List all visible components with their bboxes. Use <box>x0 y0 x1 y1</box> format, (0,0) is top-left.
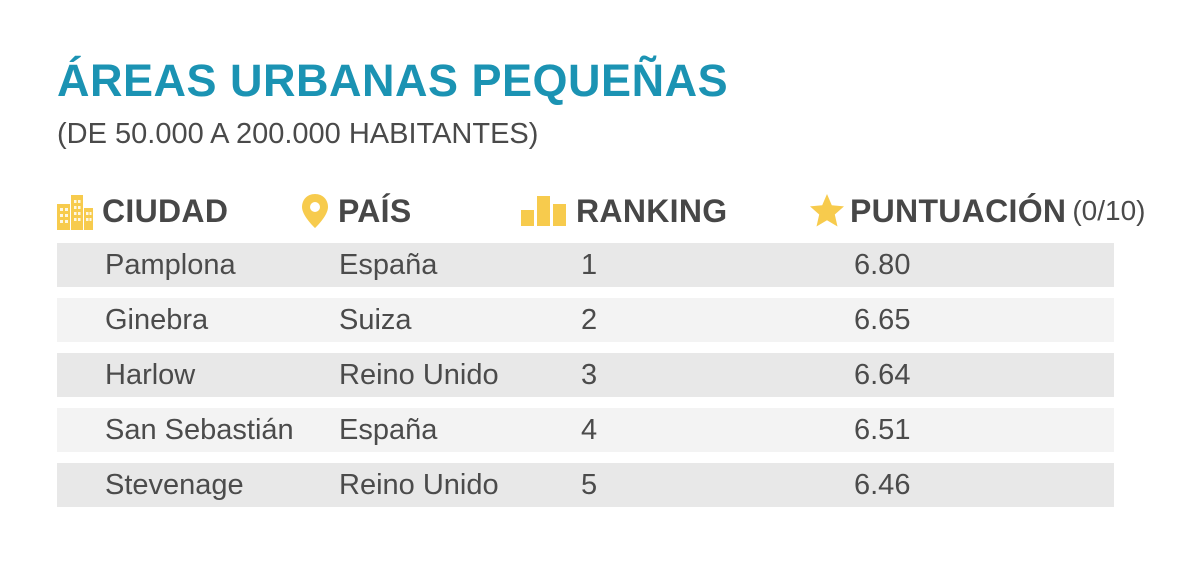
table-cell-rank: 2 <box>581 304 598 336</box>
column-header-score-note: (0/10) <box>1072 195 1146 226</box>
table-cell-rank: 5 <box>581 469 598 501</box>
table-cell-city: Stevenage <box>105 469 244 501</box>
table-cell-score: 6.64 <box>854 359 911 391</box>
table-cell-score: 6.65 <box>854 304 911 336</box>
table-cell-country: España <box>339 414 438 446</box>
column-header-country: PAÍS <box>300 188 412 234</box>
table-cell-city: Pamplona <box>105 249 236 281</box>
column-header-city: CIUDAD <box>56 188 228 234</box>
column-header-score-label: PUNTUACIÓN <box>850 192 1067 229</box>
column-header-country-label: PAÍS <box>338 192 412 229</box>
star-icon <box>808 192 846 230</box>
table-cell-country: Suiza <box>339 304 412 336</box>
table-cell-score: 6.46 <box>854 469 911 501</box>
table-cell-score: 6.51 <box>854 414 911 446</box>
table-row: Ginebra Suiza 2 6.65 <box>57 298 1114 342</box>
table-cell-city: Ginebra <box>105 304 209 336</box>
table-row: Harlow Reino Unido 3 6.64 <box>57 353 1114 397</box>
table-row: Stevenage Reino Unido 5 6.46 <box>57 463 1114 507</box>
table-row: Pamplona España 1 6.80 <box>57 243 1114 287</box>
column-header-city-label: CIUDAD <box>102 192 229 229</box>
table-cell-country: España <box>339 249 438 281</box>
table-cell-rank: 4 <box>581 414 598 446</box>
table-row: San Sebastián España 4 6.51 <box>57 408 1114 452</box>
chart-subtitle: (DE 50.000 A 200.000 HABITANTES) <box>57 118 539 150</box>
table-cell-city: Harlow <box>105 359 196 391</box>
column-header-score: PUNTUACIÓN (0/10) <box>808 188 1145 234</box>
table-cell-score: 6.80 <box>854 249 911 281</box>
table-cell-country: Reino Unido <box>339 469 499 501</box>
column-header-ranking-label: RANKING <box>576 192 728 229</box>
table-cell-rank: 1 <box>581 249 598 281</box>
table-cell-rank: 3 <box>581 359 598 391</box>
column-header-ranking: RANKING <box>520 188 727 234</box>
table-cell-city: San Sebastián <box>105 414 294 446</box>
ranking-table: Pamplona España 1 6.80 Ginebra Suiza 2 6… <box>57 243 1114 518</box>
bar-chart-icon <box>520 192 568 230</box>
buildings-icon <box>56 192 94 230</box>
location-pin-icon <box>300 192 330 230</box>
table-cell-country: Reino Unido <box>339 359 499 391</box>
chart-title: ÁREAS URBANAS PEQUEÑAS <box>57 55 729 106</box>
